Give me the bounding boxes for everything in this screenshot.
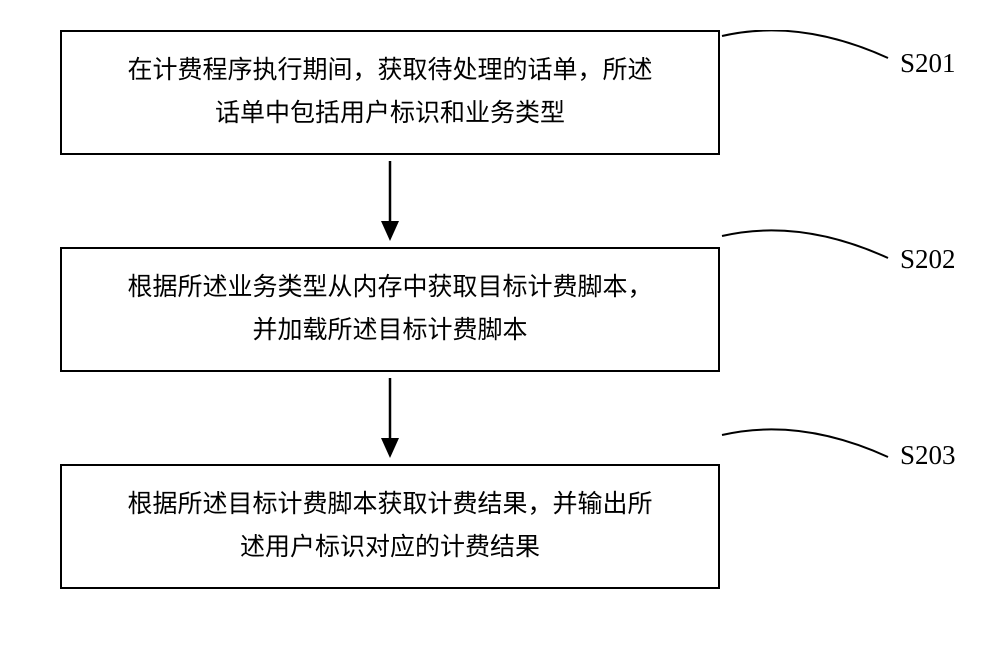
step-text-line: 根据所述业务类型从内存中获取目标计费脚本， [86,267,694,310]
step-text-line: 话单中包括用户标识和业务类型 [86,93,694,136]
step-label-s201: S201 [900,48,956,79]
step-label-s203: S203 [900,440,956,471]
step-text-line: 述用户标识对应的计费结果 [86,527,694,570]
step-text-line: 并加载所述目标计费脚本 [86,310,694,353]
step-text-line: 根据所述目标计费脚本获取计费结果，并输出所 [86,484,694,527]
step-box-s203: 根据所述目标计费脚本获取计费结果，并输出所 述用户标识对应的计费结果 [60,464,720,589]
step-box-s202: 根据所述业务类型从内存中获取目标计费脚本， 并加载所述目标计费脚本 [60,247,720,372]
step-box-s201: 在计费程序执行期间，获取待处理的话单，所述 话单中包括用户标识和业务类型 [60,30,720,155]
flowchart-container: 在计费程序执行期间，获取待处理的话单，所述 话单中包括用户标识和业务类型 根据所… [60,30,940,589]
arrow-down [60,372,720,464]
step-text-line: 在计费程序执行期间，获取待处理的话单，所述 [86,50,694,93]
step-label-s202: S202 [900,244,956,275]
arrow-down [60,155,720,247]
